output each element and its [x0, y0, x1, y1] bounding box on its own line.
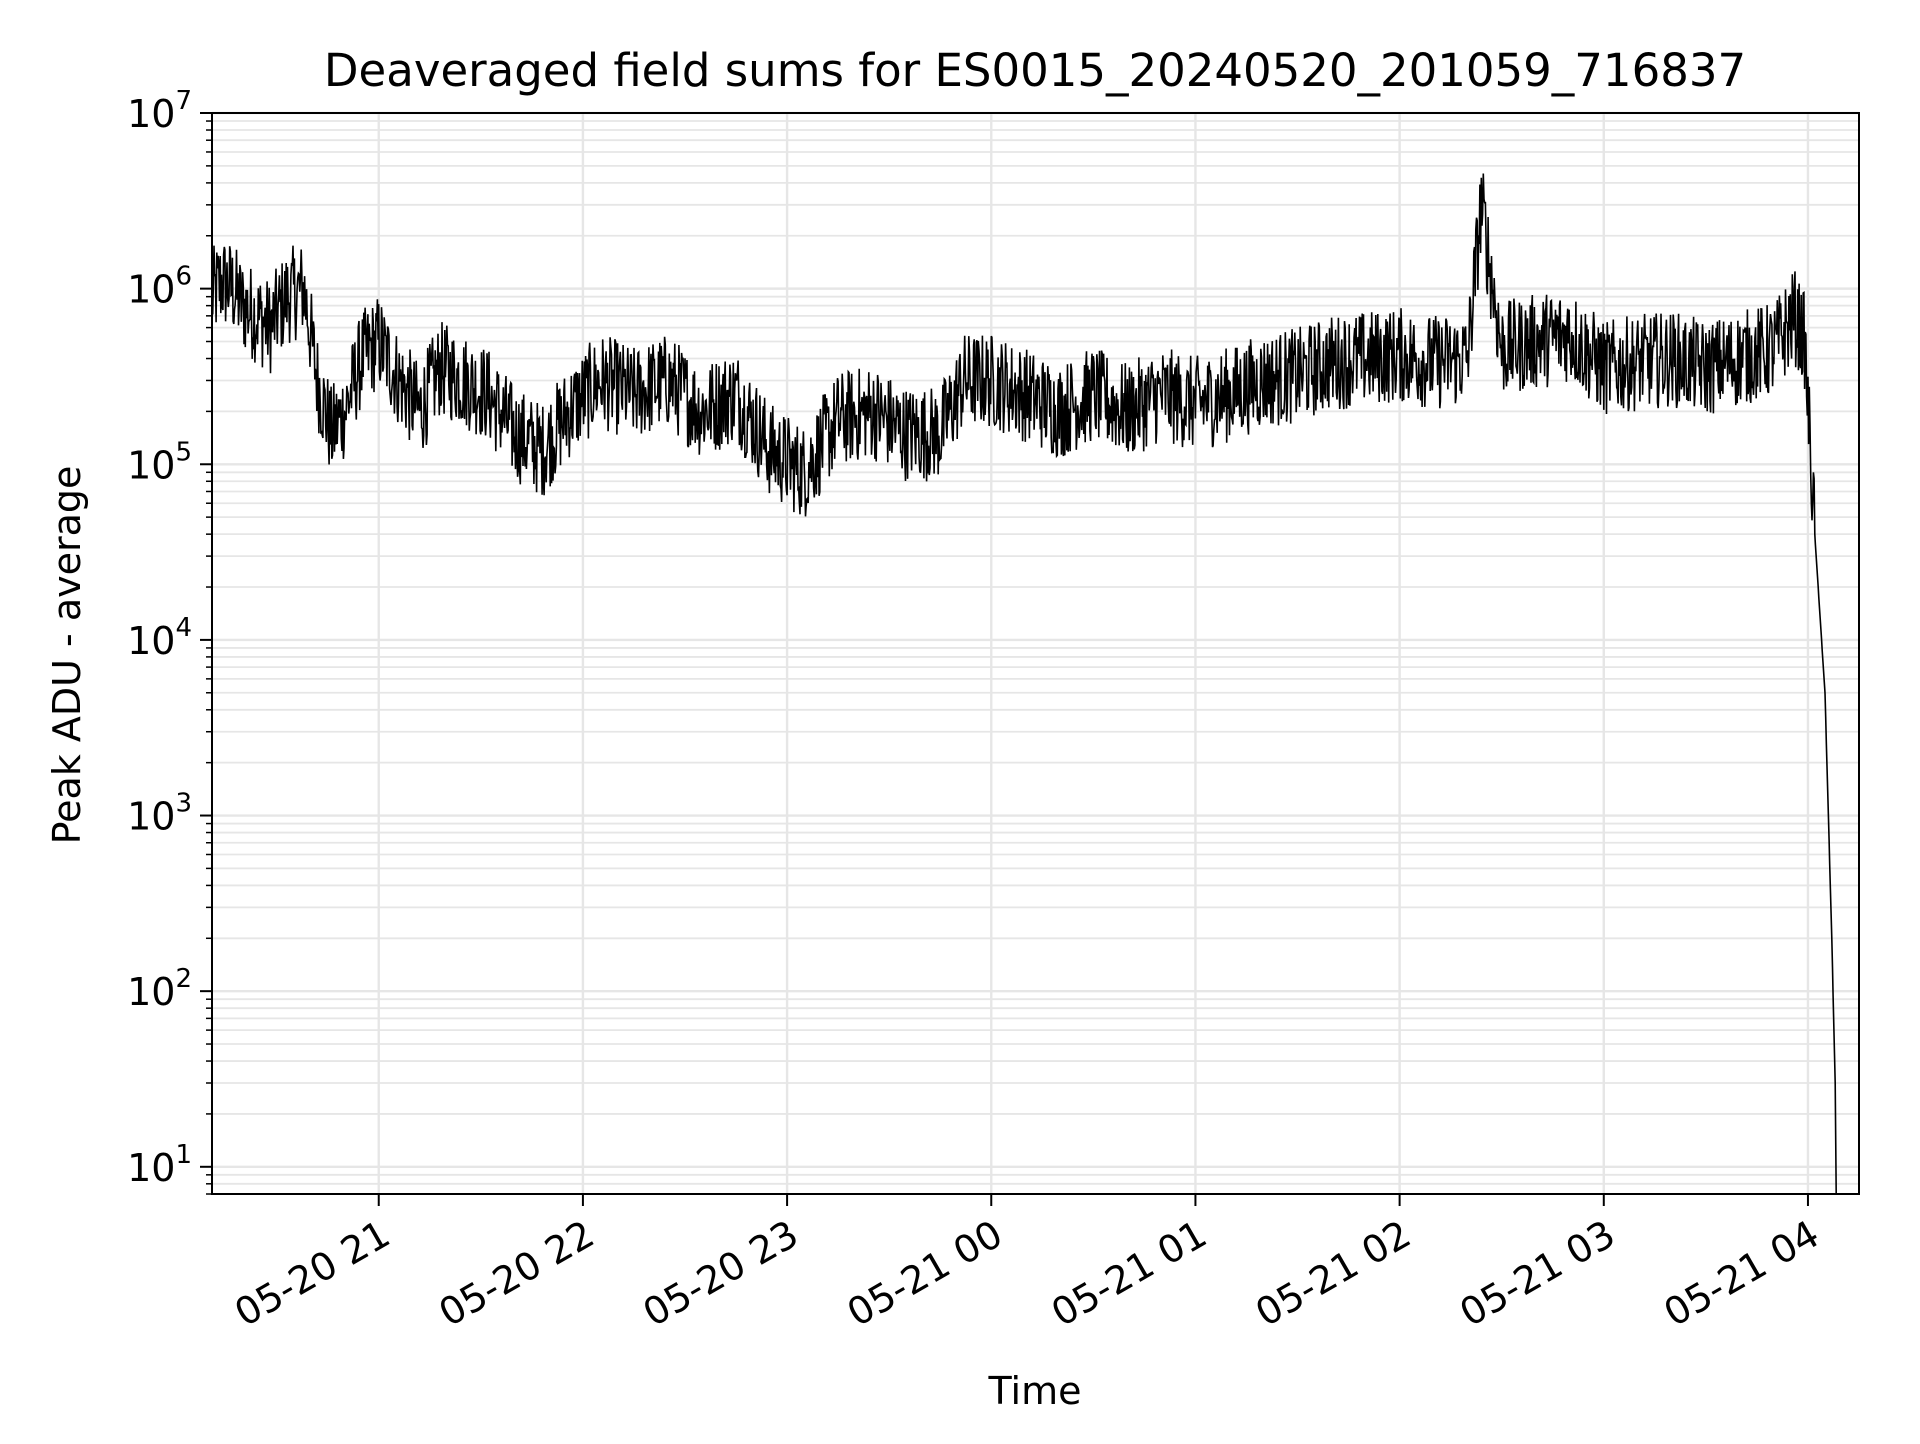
- grid-layer: [212, 111, 1859, 1195]
- x-tick-label: 05-20 21: [227, 1212, 397, 1336]
- series-layer: [211, 173, 1837, 1195]
- x-tick-label: 05-21 03: [1452, 1212, 1622, 1336]
- y-tick-base: 10: [127, 795, 175, 839]
- y-tick-exponent: 7: [175, 86, 192, 116]
- y-tick-exponent: 3: [175, 789, 192, 819]
- y-tick-label: 105: [127, 437, 192, 487]
- x-axis-ticks: 05-20 21 05-20 22 05-20 23 05-21 00 05-21 01…: [227, 1194, 1826, 1335]
- y-axis-label: Peak ADU - average: [45, 466, 89, 845]
- y-tick-label: 103: [127, 789, 192, 839]
- x-tick-label: 05-21 00: [840, 1212, 1010, 1336]
- y-tick-base: 10: [127, 443, 175, 487]
- series-line: [211, 173, 1837, 1195]
- x-tick-label: 05-21 01: [1044, 1212, 1214, 1336]
- y-tick-exponent: 6: [175, 262, 192, 292]
- y-tick-label: 104: [127, 613, 192, 663]
- y-tick-base: 10: [127, 970, 175, 1014]
- chart-title: Deaveraged field sums for ES0015_2024052…: [324, 44, 1746, 97]
- x-tick-label: 05-20 23: [636, 1212, 806, 1336]
- y-tick-label: 107: [127, 86, 192, 136]
- y-tick-base: 10: [127, 268, 175, 312]
- y-tick-label: 102: [127, 964, 192, 1014]
- y-tick-base: 10: [127, 619, 175, 663]
- x-tick-label: 05-20 22: [431, 1212, 601, 1336]
- x-tick-label: 05-21 04: [1656, 1212, 1826, 1336]
- y-tick-exponent: 4: [175, 613, 192, 643]
- y-tick-exponent: 5: [175, 437, 192, 467]
- y-tick-base: 10: [127, 92, 175, 136]
- y-tick-exponent: 1: [175, 1140, 192, 1170]
- x-tick-label: 05-21 02: [1248, 1212, 1418, 1336]
- plot-frame: [211, 112, 1860, 1195]
- y-tick-label: 106: [127, 262, 192, 312]
- y-tick-label: 101: [127, 1140, 192, 1190]
- y-tick-base: 10: [127, 1146, 175, 1190]
- y-tick-exponent: 2: [175, 964, 192, 994]
- x-axis-label: Time: [988, 1369, 1082, 1413]
